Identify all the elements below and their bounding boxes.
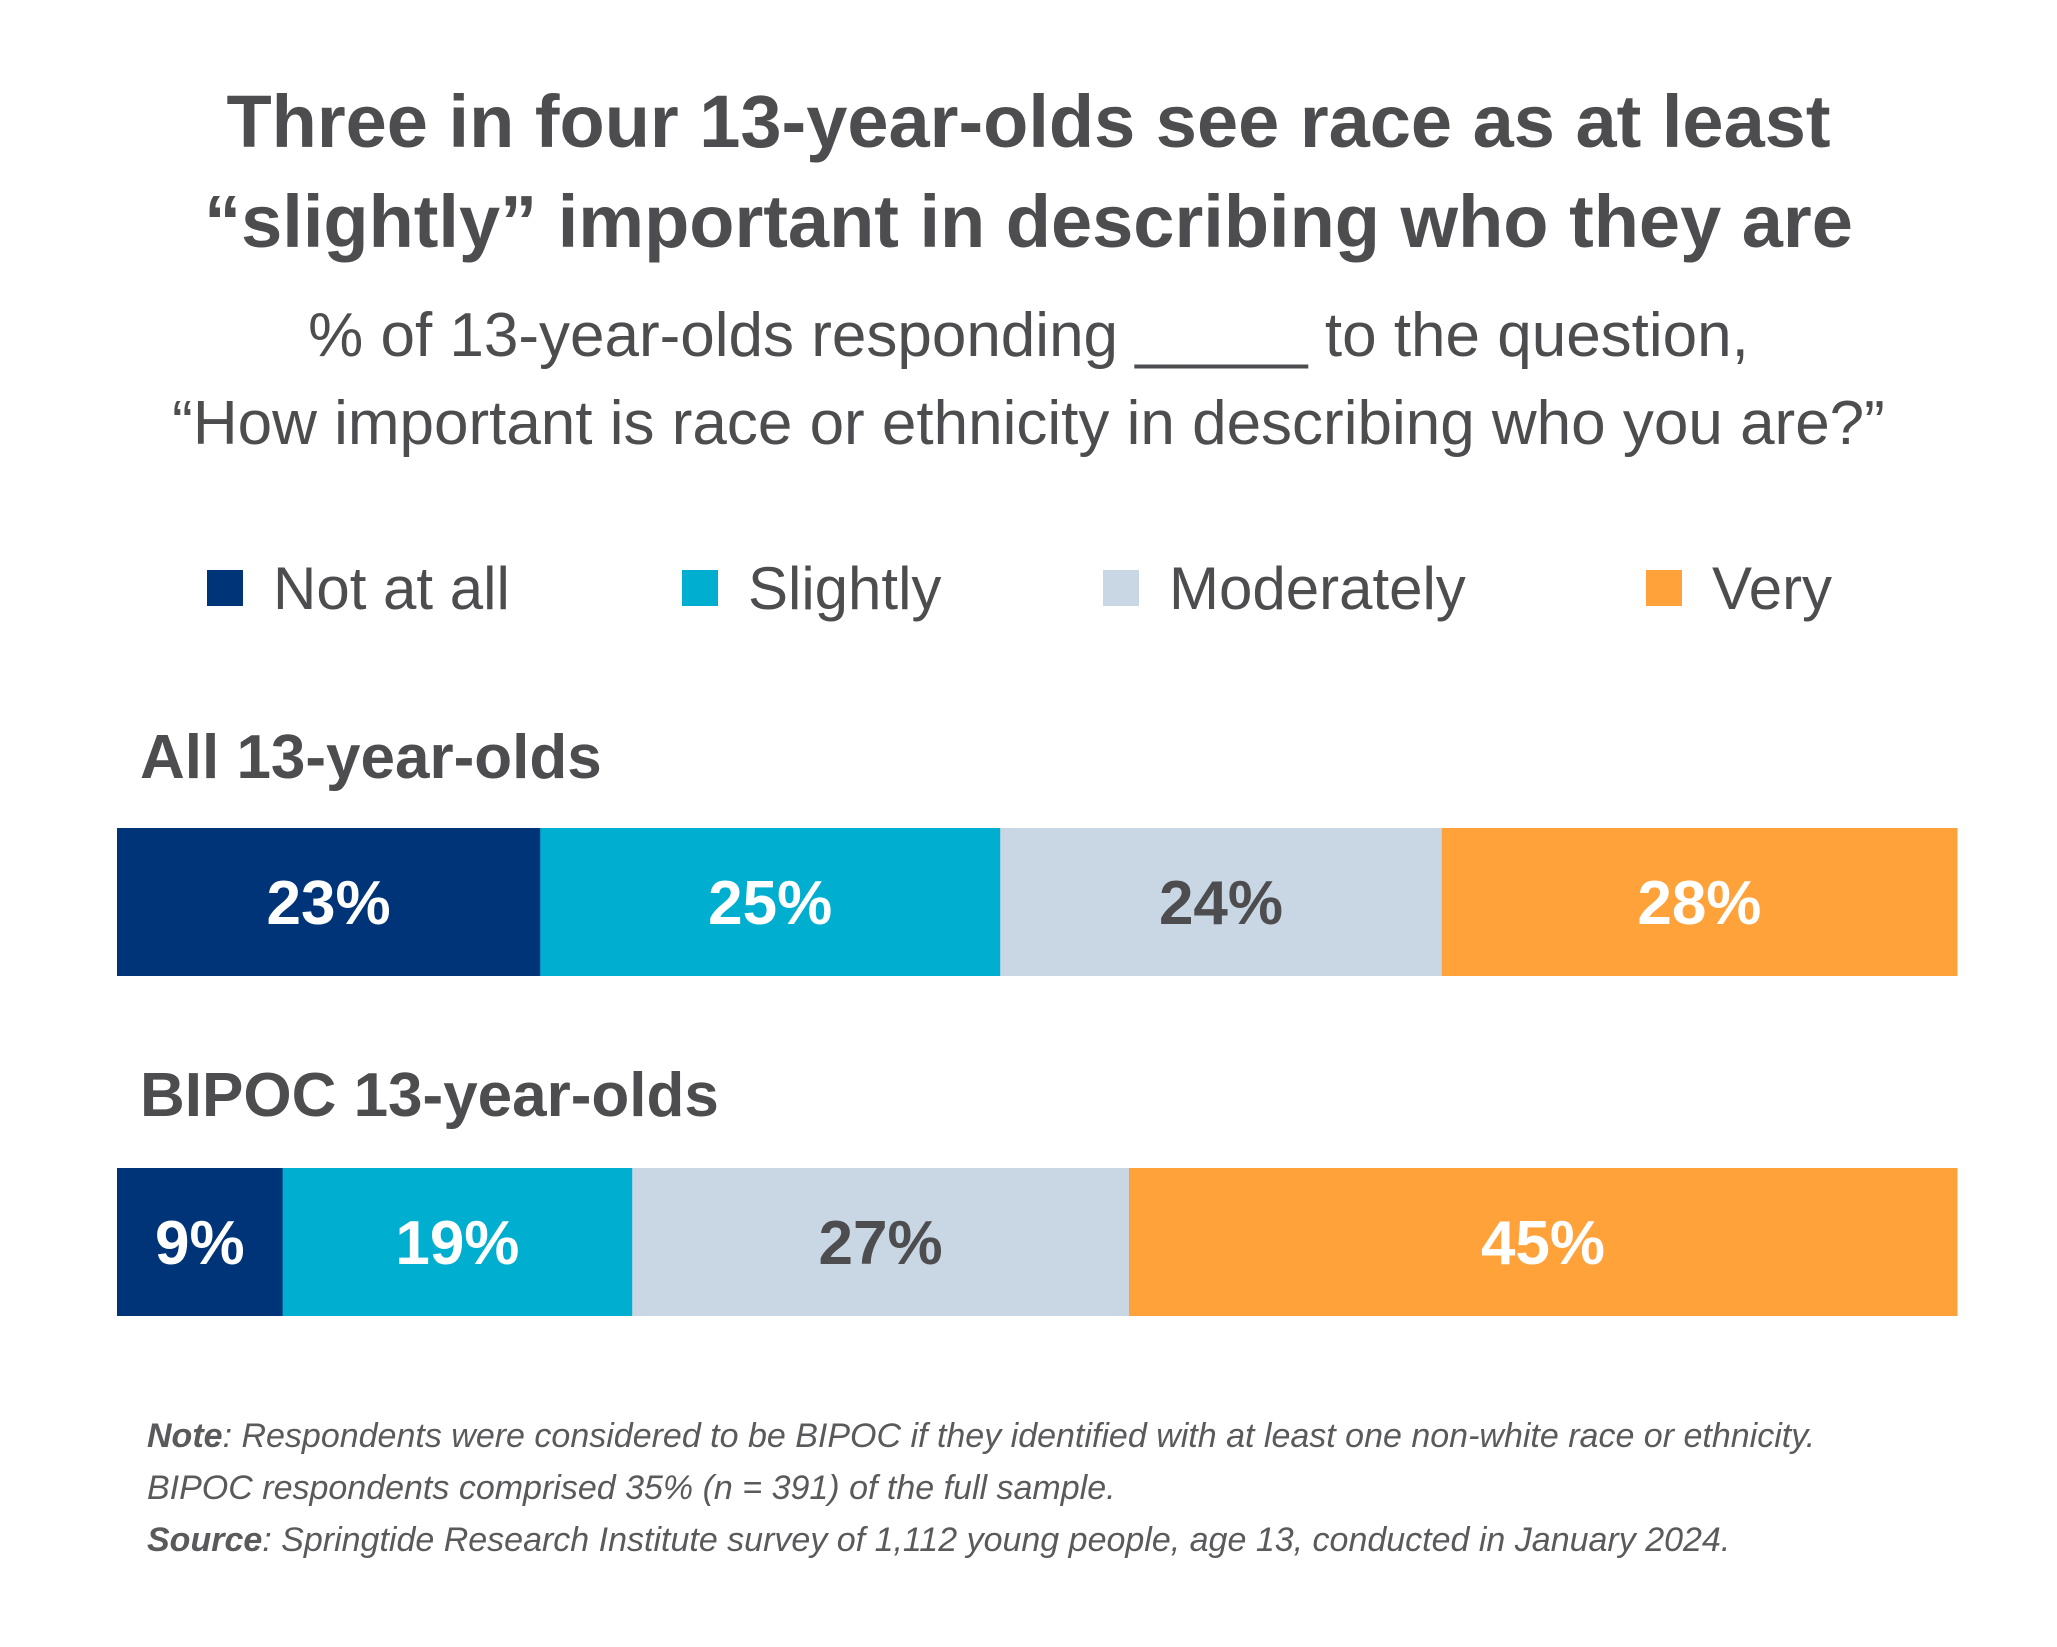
- note-line-1: Note: Respondents were considered to be …: [147, 1410, 1947, 1462]
- bar-segment-bipoc-not-at-all: [117, 1168, 284, 1316]
- data-label-all-slightly: 25%: [708, 869, 832, 938]
- data-label-bipoc-moderately: 27%: [819, 1209, 943, 1278]
- legend-swatch-not-at-all: [207, 570, 243, 606]
- legend-label-moderately: Moderately: [1169, 554, 1466, 622]
- data-label-bipoc-slightly: 19%: [395, 1209, 519, 1278]
- data-label-bipoc-not-at-all: 9%: [155, 1209, 245, 1278]
- legend-item-very: Very: [1646, 548, 1832, 628]
- data-label-all-not-at-all: 23%: [267, 869, 391, 938]
- chart-subtitle-line-2: “How important is race or ethnicity in d…: [172, 389, 1885, 458]
- legend-swatch-slightly: [682, 570, 718, 606]
- source-line: Source: Springtide Research Institute su…: [147, 1514, 1947, 1566]
- note-label: Note: [147, 1417, 223, 1455]
- note-line-2: BIPOC respondents comprised 35% (n = 391…: [147, 1469, 1116, 1507]
- bar-segment-bipoc-very: [1129, 1168, 1958, 1316]
- bar-segment-all-not-at-all: [117, 828, 541, 976]
- source-label: Source: [147, 1521, 263, 1559]
- source-text: : Springtide Research Institute survey o…: [262, 1521, 1731, 1559]
- chart-subtitle: % of 13-year-olds responding _____ to th…: [0, 292, 2057, 468]
- legend-label-not-at-all: Not at all: [273, 554, 510, 622]
- legend-swatch-moderately: [1103, 570, 1139, 606]
- chart-title-line-2: “slightly” important in describing who t…: [204, 180, 1853, 263]
- group-label-bipoc: BIPOC 13-year-olds: [140, 1061, 719, 1130]
- data-label-all-very: 28%: [1637, 869, 1761, 938]
- bar-segment-all-moderately: [1000, 828, 1443, 976]
- group-label-all: All 13-year-olds: [140, 723, 602, 792]
- bar-segment-bipoc-slightly: [282, 1168, 633, 1316]
- legend-swatch-very: [1646, 570, 1682, 606]
- legend-item-moderately: Moderately: [1103, 548, 1466, 628]
- data-label-bipoc-very: 45%: [1481, 1209, 1605, 1278]
- legend-item-not-at-all: Not at all: [207, 548, 510, 628]
- legend-label-very: Very: [1712, 554, 1833, 622]
- bar-segment-all-slightly: [540, 828, 1001, 976]
- chart-title-line-1: Three in four 13-year-olds see race as a…: [226, 80, 1831, 163]
- chart-title: Three in four 13-year-olds see race as a…: [0, 72, 2057, 272]
- legend-label-slightly: Slightly: [748, 554, 942, 622]
- data-label-all-moderately: 24%: [1159, 869, 1283, 938]
- note-text: : Respondents were considered to be BIPO…: [222, 1417, 1816, 1455]
- chart-note: Note: Respondents were considered to be …: [147, 1410, 1947, 1566]
- bar-segment-bipoc-moderately: [632, 1168, 1130, 1316]
- legend-item-slightly: Slightly: [682, 548, 941, 628]
- chart-subtitle-line-1: % of 13-year-olds responding _____ to th…: [308, 301, 1749, 370]
- chart-legend: Not at all Slightly Moderately Very: [0, 548, 2057, 628]
- bar-segment-all-very: [1441, 828, 1958, 976]
